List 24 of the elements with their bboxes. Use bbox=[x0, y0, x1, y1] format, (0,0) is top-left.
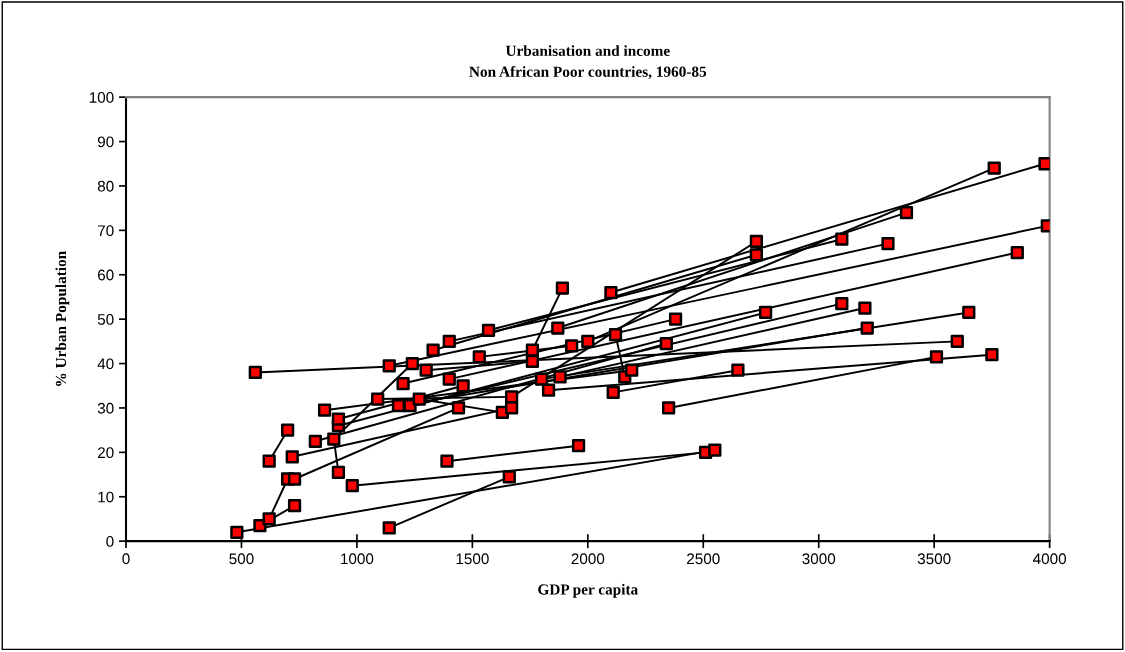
x-axis-title: GDP per capita bbox=[538, 583, 638, 598]
y-tick-label: 90 bbox=[97, 136, 114, 148]
chart-subtitle: Non African Poor countries, 1960-85 bbox=[469, 65, 707, 80]
y-tick-label: 80 bbox=[97, 180, 114, 192]
y-tick-label: 0 bbox=[106, 536, 114, 547]
y-tick-label: 30 bbox=[97, 402, 114, 414]
x-tick-label: 3500 bbox=[917, 553, 951, 565]
x-tick-label: 0 bbox=[122, 553, 130, 565]
x-tick-label: 4000 bbox=[1032, 553, 1067, 565]
y-tick-label: 20 bbox=[97, 447, 114, 459]
y-tick-label: 40 bbox=[97, 358, 114, 370]
x-tick-label: 1500 bbox=[456, 553, 489, 565]
y-tick-label: 70 bbox=[97, 225, 114, 237]
y-tick-label: 100 bbox=[89, 92, 114, 103]
x-tick-label: 500 bbox=[229, 553, 254, 565]
x-tick-label: 2000 bbox=[571, 553, 605, 565]
x-tick-label: 3000 bbox=[802, 553, 836, 565]
y-axis-title: % Urban Population bbox=[55, 251, 70, 386]
y-tick-label: 50 bbox=[97, 314, 114, 325]
y-tick-label: 10 bbox=[98, 491, 114, 503]
x-tick-label: 2500 bbox=[687, 553, 720, 565]
chart-title: Urbanisation and income bbox=[505, 45, 670, 56]
x-tick-label: 1000 bbox=[341, 553, 374, 565]
y-tick-label: 60 bbox=[97, 269, 114, 281]
